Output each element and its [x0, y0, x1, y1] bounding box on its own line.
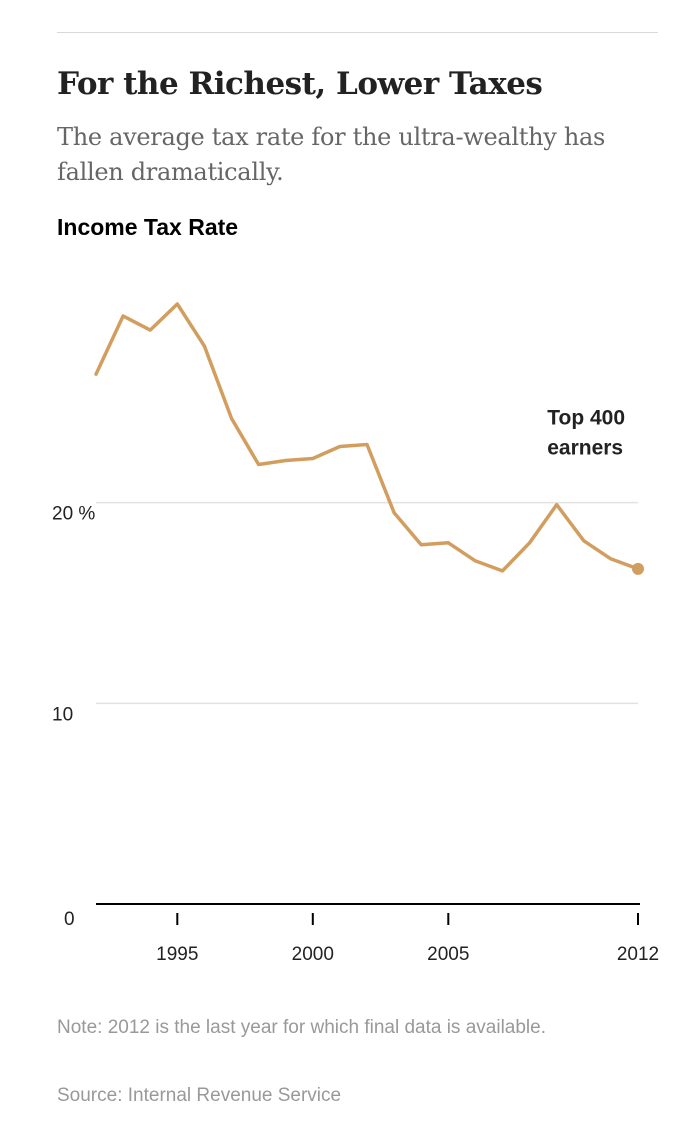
y-tick-label: 10	[52, 704, 73, 725]
series-lines	[94, 302, 644, 575]
x-axis: 1995 2000 2005 2012	[96, 903, 659, 965]
page-subtitle: The average tax rate for the ultra-wealt…	[57, 123, 606, 186]
gridlines	[96, 501, 638, 705]
footnote: Note: 2012 is the last year for which fi…	[57, 1017, 546, 1038]
source-credit: Source: Internal Revenue Service	[57, 1085, 342, 1106]
series-annotation-label: earners	[547, 437, 623, 460]
y-tick-label: 0	[64, 909, 75, 930]
series-end-point	[632, 562, 644, 575]
x-tick-label: 2005	[427, 944, 469, 965]
y-tick-label: 20 %	[52, 504, 95, 525]
x-tick-label: 2000	[292, 944, 334, 965]
x-tick-label: 1995	[156, 944, 198, 965]
y-axis-labels: 0 10 20 %	[52, 504, 95, 930]
top-divider	[57, 32, 658, 33]
annotations: Top 400 earners	[547, 407, 625, 460]
chart-title: Income Tax Rate	[57, 214, 238, 240]
series-line	[94, 302, 640, 573]
x-tick-label: 2012	[617, 944, 659, 965]
series-annotation-label: Top 400	[547, 407, 625, 430]
page-title: For the Richest, Lower Taxes	[57, 66, 543, 102]
